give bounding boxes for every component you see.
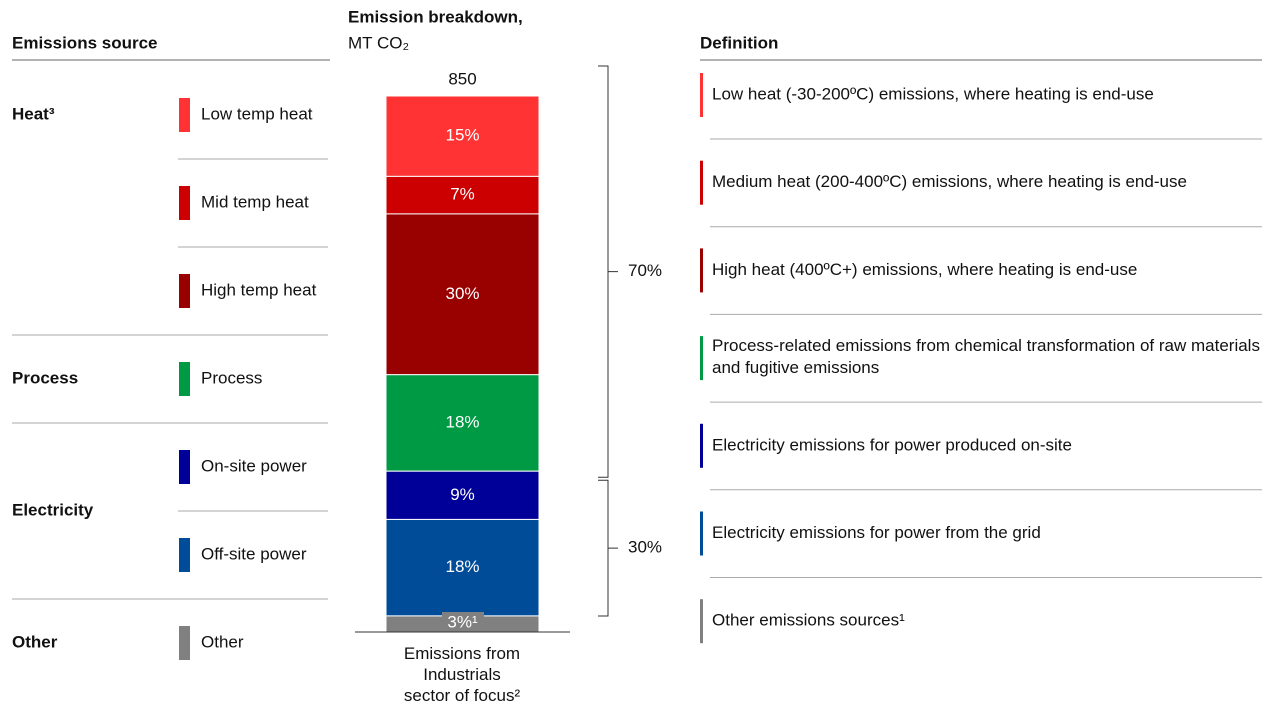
definition-bar	[700, 423, 703, 468]
legend-swatch	[179, 450, 190, 484]
legend-label: On-site power	[201, 456, 307, 475]
bar-value-label: 30%	[445, 284, 479, 303]
chart-title: Emission breakdown,	[348, 7, 523, 26]
bracket	[598, 65, 618, 478]
definition-text: Electricity emissions for power produced…	[712, 435, 1072, 454]
bar-segment	[385, 518, 540, 617]
definition-text: Electricity emissions for power from the…	[712, 523, 1041, 542]
bracket-label: 70%	[628, 261, 662, 280]
category-line: sector of focus²	[404, 686, 521, 705]
category-line: Emissions from	[404, 644, 520, 663]
group-label: Heat³	[12, 104, 55, 123]
legend-swatch	[179, 186, 190, 220]
legend-label: Low temp heat	[201, 104, 313, 123]
bar-segment	[385, 470, 540, 520]
definition-bar	[700, 511, 703, 556]
group-label: Other	[12, 632, 58, 651]
bar-segment	[385, 374, 540, 472]
legend-swatch	[179, 626, 190, 660]
bar-segment	[385, 95, 540, 177]
chart-subtitle: MT CO₂	[348, 33, 409, 52]
definition-text: Process-related emissions from chemical …	[712, 337, 1260, 378]
bracket-label: 30%	[628, 538, 662, 557]
legend-swatch	[179, 98, 190, 132]
bar-segment	[385, 213, 540, 376]
category-line: Industrials	[423, 665, 500, 684]
definition-bar	[700, 336, 703, 381]
legend-label: Other	[201, 632, 244, 651]
bar-value-label: 3%¹	[447, 612, 478, 631]
legend-swatch	[179, 274, 190, 308]
definition-text: Other emissions sources¹	[712, 611, 905, 630]
bar-value-label: 18%	[445, 557, 479, 576]
bar-value-label: 9%	[450, 485, 475, 504]
group-label: Electricity	[12, 500, 94, 519]
legend-label: High temp heat	[201, 280, 317, 299]
definition-bar	[700, 73, 703, 117]
definition-text: Low heat (-30-200ºC) emissions, where he…	[712, 84, 1154, 103]
group-label: Process	[12, 368, 78, 387]
definition-bar	[700, 599, 703, 644]
category-label: Emissions from Industrials sector of focus…	[404, 644, 521, 705]
bracket	[598, 479, 618, 617]
definition-text: High heat (400ºC+) emissions, where heat…	[712, 260, 1137, 279]
legend-label: Mid temp heat	[201, 192, 309, 211]
legend-swatch	[179, 538, 190, 572]
legend-label: Process	[201, 368, 262, 387]
definition-text: Medium heat (200-400ºC) emissions, where…	[712, 172, 1187, 191]
definition-line: Process-related emissions from chemical …	[712, 337, 1260, 356]
bar-value-label: 15%	[445, 126, 479, 145]
legend-swatch	[179, 362, 190, 396]
bar-value-label: 7%	[450, 185, 475, 204]
bar-segment	[385, 175, 540, 215]
header-source: Emissions source	[12, 33, 158, 52]
definition-bar	[700, 160, 703, 205]
bar-value-label: 18%	[445, 412, 479, 431]
definition-bar	[700, 248, 703, 293]
definition-line: and fugitive emissions	[712, 359, 879, 378]
label-box	[442, 612, 484, 632]
legend-label: Off-site power	[201, 544, 307, 563]
header-definition: Definition	[700, 33, 778, 52]
total-label: 850	[448, 69, 476, 88]
